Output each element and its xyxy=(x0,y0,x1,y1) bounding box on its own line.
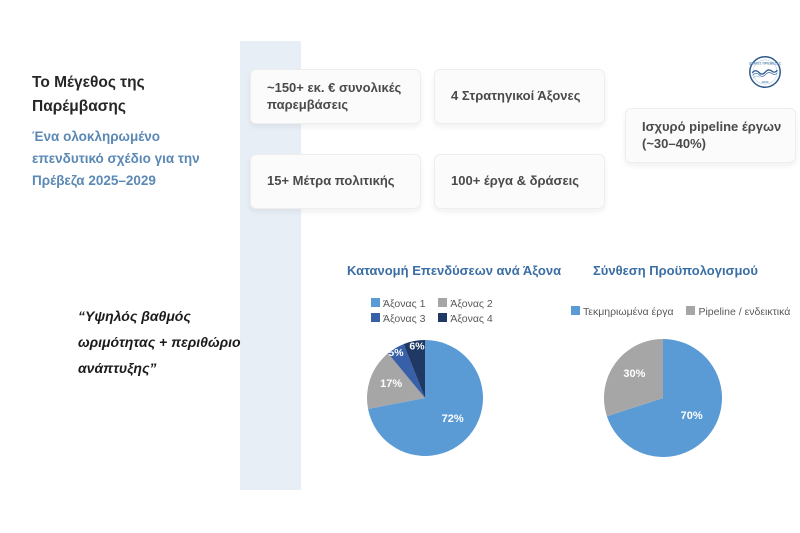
svg-text:ΔΗΜΟΣ ΠΡΕΒΕΖΑΣ: ΔΗΜΟΣ ΠΡΕΒΕΖΑΣ xyxy=(749,62,781,66)
svg-text:1833: 1833 xyxy=(762,80,769,84)
svg-text:5%: 5% xyxy=(388,347,404,359)
svg-text:17%: 17% xyxy=(380,378,402,390)
svg-text:6%: 6% xyxy=(409,341,425,353)
svg-text:72%: 72% xyxy=(442,413,464,425)
svg-text:70%: 70% xyxy=(681,410,703,422)
svg-text:30%: 30% xyxy=(623,368,645,380)
